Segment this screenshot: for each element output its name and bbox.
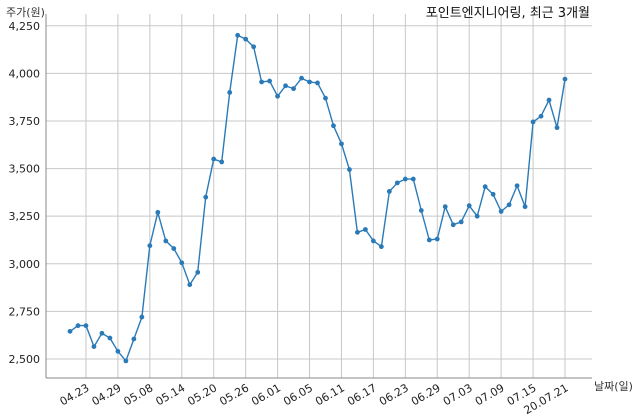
x-tick-label: 05.26 [217, 381, 251, 408]
data-point [363, 227, 368, 232]
data-point [562, 76, 568, 82]
data-point [139, 314, 145, 320]
data-point [91, 344, 97, 349]
x-tick-label: 04.23 [58, 381, 92, 408]
data-point [546, 97, 552, 103]
y-tick-labels: 2,500 2,750 3,000 3,250 3,500 3,750 4,000 4,250 [9, 20, 41, 366]
y-tick-label: 3,250 [9, 210, 41, 223]
data-point [299, 75, 304, 81]
data-point [203, 194, 209, 200]
data-point [323, 95, 328, 101]
data-point [522, 204, 528, 210]
data-point [386, 189, 392, 194]
data-point [211, 156, 217, 162]
data-point [115, 348, 121, 354]
data-point [75, 323, 81, 329]
x-tick-label: 06.17 [345, 381, 379, 408]
y-tick-label: 3,000 [9, 258, 41, 271]
data-point [83, 323, 89, 329]
x-tick-label: 06.05 [281, 381, 315, 408]
data-point [355, 229, 360, 235]
data-point [410, 176, 416, 182]
data-point [339, 141, 344, 147]
data-point [474, 213, 480, 219]
data-point [243, 36, 249, 42]
data-point [370, 238, 376, 244]
data-point [418, 208, 424, 213]
data-point [554, 125, 560, 131]
data-point [482, 184, 488, 190]
data-point [530, 119, 536, 125]
axes [45, 14, 592, 379]
x-tick-label: 06.23 [377, 381, 411, 408]
data-point [275, 93, 280, 99]
x-tick-label: 05.08 [122, 381, 156, 408]
data-point [171, 246, 177, 251]
data-point [434, 236, 440, 242]
grid-lines [46, 14, 592, 378]
x-tick-label: 07.09 [473, 381, 507, 408]
x-tick-label: 05.20 [185, 381, 219, 408]
data-point [347, 167, 352, 172]
data-point [307, 79, 312, 85]
data-point [131, 336, 137, 342]
data-point [123, 358, 129, 364]
data-point [506, 202, 512, 208]
y-tick-label: 2,750 [9, 305, 41, 318]
data-point [466, 203, 472, 209]
data-point [147, 243, 153, 249]
x-tick-label: 04.29 [90, 381, 124, 408]
data-point [227, 90, 233, 95]
y-tick-label: 3,750 [9, 115, 41, 128]
data-point [155, 209, 161, 215]
data-point [283, 83, 288, 89]
data-point [235, 32, 241, 38]
data-point [163, 238, 169, 244]
data-point [99, 330, 105, 336]
data-point [291, 86, 296, 92]
y-axis-label: 주가(원) [6, 6, 45, 19]
data-point [426, 237, 432, 243]
data-point [458, 219, 464, 225]
y-tick-label: 2,500 [9, 353, 41, 366]
data-point [490, 191, 496, 197]
data-point [179, 260, 185, 266]
data-point [450, 222, 456, 228]
x-tick-label: 07.03 [441, 381, 475, 408]
data-point [538, 113, 544, 119]
data-point [514, 183, 520, 189]
x-tick-label: 06.01 [249, 381, 283, 408]
chart-title: 포인트엔지니어링, 최근 3개월 [426, 6, 590, 21]
data-point [259, 79, 265, 85]
data-point [394, 180, 400, 186]
data-point [498, 209, 504, 214]
data-point [315, 80, 320, 86]
data-point [402, 176, 408, 182]
x-tick-label: 05.14 [153, 381, 187, 408]
data-point [251, 44, 257, 50]
y-tick-label: 4,000 [9, 67, 41, 80]
data-point [107, 335, 113, 341]
data-point [187, 282, 193, 288]
y-tick-label: 4,250 [9, 20, 41, 33]
data-point [219, 159, 225, 165]
x-axis-label: 날짜(일) [594, 379, 633, 393]
x-tick-label: 06.11 [313, 381, 347, 408]
x-tick-label: 06.29 [409, 381, 443, 408]
data-point [195, 269, 201, 275]
data-point [378, 244, 384, 250]
price-series [67, 32, 568, 364]
data-point [331, 123, 336, 129]
data-point [67, 328, 73, 334]
x-tick-labels: 04.2304.2905.0805.1405.2005.2606.0106.05… [58, 381, 571, 417]
data-point [267, 78, 272, 84]
data-point [442, 204, 448, 210]
y-tick-label: 3,500 [9, 163, 41, 176]
